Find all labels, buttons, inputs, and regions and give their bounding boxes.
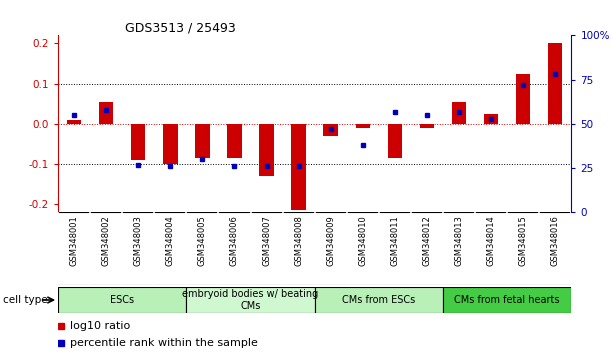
Bar	[323, 124, 338, 136]
Text: percentile rank within the sample: percentile rank within the sample	[70, 338, 258, 348]
Text: cell type: cell type	[3, 295, 48, 305]
Bar	[356, 124, 370, 128]
Bar	[452, 102, 466, 124]
Bar	[67, 120, 81, 124]
Bar	[548, 44, 563, 124]
Text: GSM348001: GSM348001	[70, 215, 79, 266]
Text: log10 ratio: log10 ratio	[70, 321, 131, 331]
Text: GSM348011: GSM348011	[390, 215, 400, 266]
Bar	[443, 287, 571, 313]
Bar	[131, 124, 145, 160]
Bar	[420, 124, 434, 128]
Text: GSM348013: GSM348013	[455, 215, 464, 266]
Text: CMs from fetal hearts: CMs from fetal hearts	[455, 295, 560, 305]
Bar	[58, 287, 186, 313]
Text: GSM348009: GSM348009	[326, 215, 335, 266]
Bar	[227, 124, 242, 158]
Bar	[259, 124, 274, 176]
Bar	[186, 287, 315, 313]
Bar	[516, 74, 530, 124]
Text: embryoid bodies w/ beating
CMs: embryoid bodies w/ beating CMs	[183, 289, 318, 311]
Text: GDS3513 / 25493: GDS3513 / 25493	[125, 21, 235, 34]
Text: GSM348007: GSM348007	[262, 215, 271, 266]
Text: GSM348006: GSM348006	[230, 215, 239, 266]
Text: CMs from ESCs: CMs from ESCs	[342, 295, 415, 305]
Text: GSM348010: GSM348010	[358, 215, 367, 266]
Text: GSM348015: GSM348015	[519, 215, 528, 266]
Bar	[163, 124, 178, 164]
Text: GSM348005: GSM348005	[198, 215, 207, 266]
Text: GSM348012: GSM348012	[422, 215, 431, 266]
Bar	[315, 287, 443, 313]
Text: ESCs: ESCs	[110, 295, 134, 305]
Bar	[387, 124, 402, 158]
Text: GSM348002: GSM348002	[101, 215, 111, 266]
Text: GSM348008: GSM348008	[294, 215, 303, 266]
Text: GSM348003: GSM348003	[134, 215, 143, 266]
Bar	[484, 114, 499, 124]
Bar	[195, 124, 210, 158]
Bar	[291, 124, 306, 210]
Text: GSM348014: GSM348014	[486, 215, 496, 266]
Text: GSM348004: GSM348004	[166, 215, 175, 266]
Bar	[99, 102, 114, 124]
Text: GSM348016: GSM348016	[551, 215, 560, 266]
